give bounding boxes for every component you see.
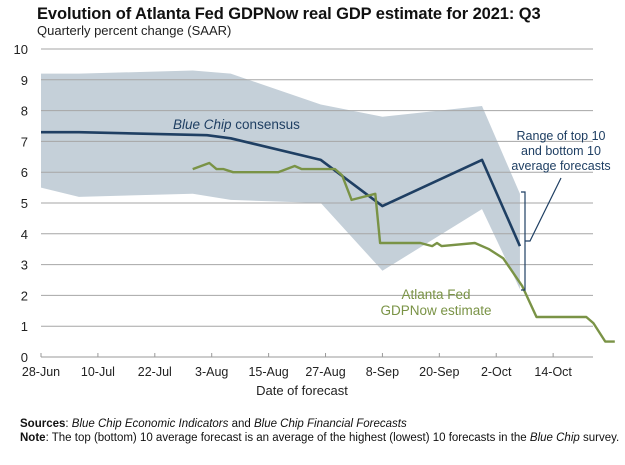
y-tick-label: 2	[21, 288, 28, 303]
x-tick-label: 3-Aug	[195, 365, 228, 379]
note-text: : The top (bottom) 10 average forecast i…	[45, 432, 530, 444]
sources-label: Sources	[20, 418, 66, 430]
forecast-range-band	[41, 70, 520, 290]
chart-title: Evolution of Atlanta Fed GDPNow real GDP…	[37, 5, 541, 23]
x-tick-label: 10-Jul	[81, 365, 115, 379]
x-tick-label: 22-Jul	[138, 365, 172, 379]
y-tick-label: 0	[21, 350, 28, 365]
y-tick-label: 5	[21, 196, 28, 211]
gdpnow-label-line1: Atlanta Fed	[401, 287, 470, 302]
chart-svg: 0 1 2 3 4 5 6 7 8 9 10 28-Jun 10-Jul 22-Jul 3-Aug 15-Au…	[14, 42, 615, 398]
y-tick-label: 7	[21, 134, 28, 149]
chart-footer: Sources: Blue Chip Economic Indicators a…	[20, 417, 620, 445]
x-tick-label: 8-Sep	[366, 365, 399, 379]
y-tick-label: 9	[21, 73, 28, 88]
sources-line: Sources: Blue Chip Economic Indicators a…	[20, 417, 620, 431]
y-tick-label: 10	[14, 42, 28, 57]
x-tick-label: 14-Oct	[534, 365, 572, 379]
x-axis-label: Date of forecast	[256, 383, 348, 398]
y-tick-label: 1	[21, 319, 28, 334]
source-1: Blue Chip Economic Indicators	[71, 418, 229, 430]
range-bracket	[521, 191, 526, 291]
y-tick-label: 4	[21, 227, 28, 242]
note-end: survey.	[579, 432, 620, 444]
x-tick-label: 2-Oct	[481, 365, 512, 379]
note-italic: Blue Chip	[529, 432, 580, 444]
range-leader-line	[525, 177, 562, 242]
blue-chip-label-italic: Blue Chip	[173, 117, 232, 132]
chart-subtitle: Quarterly percent change (SAAR)	[37, 23, 232, 38]
blue-chip-label-rest: consensus	[232, 117, 301, 132]
range-label-line2: and bottom 10	[521, 144, 601, 158]
y-tick-label: 3	[21, 258, 28, 273]
range-label-line1: Range of top 10	[517, 129, 606, 143]
blue-chip-label: Blue Chip consensus	[173, 117, 300, 132]
sources-sep: :	[65, 418, 72, 430]
note-label: Note	[20, 432, 46, 444]
range-label-line3: average forecasts	[511, 159, 610, 173]
x-tick-label: 15-Aug	[248, 365, 288, 379]
y-tick-label: 6	[21, 165, 28, 180]
sources-and: and	[228, 418, 254, 430]
source-2: Blue Chip Financial Forecasts	[253, 418, 407, 430]
x-tick-label: 28-Jun	[22, 365, 60, 379]
note-line: Note: The top (bottom) 10 average foreca…	[20, 431, 620, 445]
blue-chip-consensus-line	[41, 130, 522, 247]
x-tick-label: 27-Aug	[305, 365, 345, 379]
gdpnow-label-line2: GDPNow estimate	[380, 303, 491, 318]
x-tick-label: 20-Sep	[419, 365, 459, 379]
y-tick-label: 8	[21, 104, 28, 119]
gdpnow-estimate-line	[192, 161, 615, 343]
